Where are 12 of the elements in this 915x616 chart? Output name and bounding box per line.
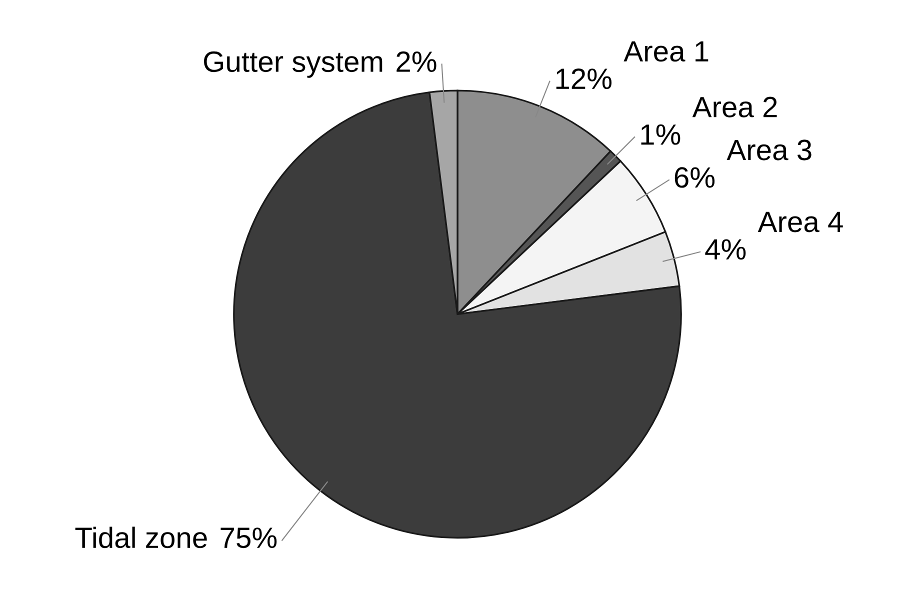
data-label: 2% <box>396 51 436 72</box>
slice-label: Area 2 <box>692 96 777 118</box>
data-label: 4% <box>705 239 746 260</box>
slice-label: Area 4 <box>758 212 843 232</box>
data-label: 12% <box>556 68 612 90</box>
slice-label: Area 3 <box>726 140 812 160</box>
slice-label: Area 1 <box>624 41 708 62</box>
data-label: 75% <box>220 528 277 548</box>
slice-label: Gutter system <box>204 51 382 78</box>
slice-label: Tidal zone <box>75 526 207 548</box>
data-label: 6% <box>674 167 715 188</box>
data-label: 1% <box>641 124 680 145</box>
